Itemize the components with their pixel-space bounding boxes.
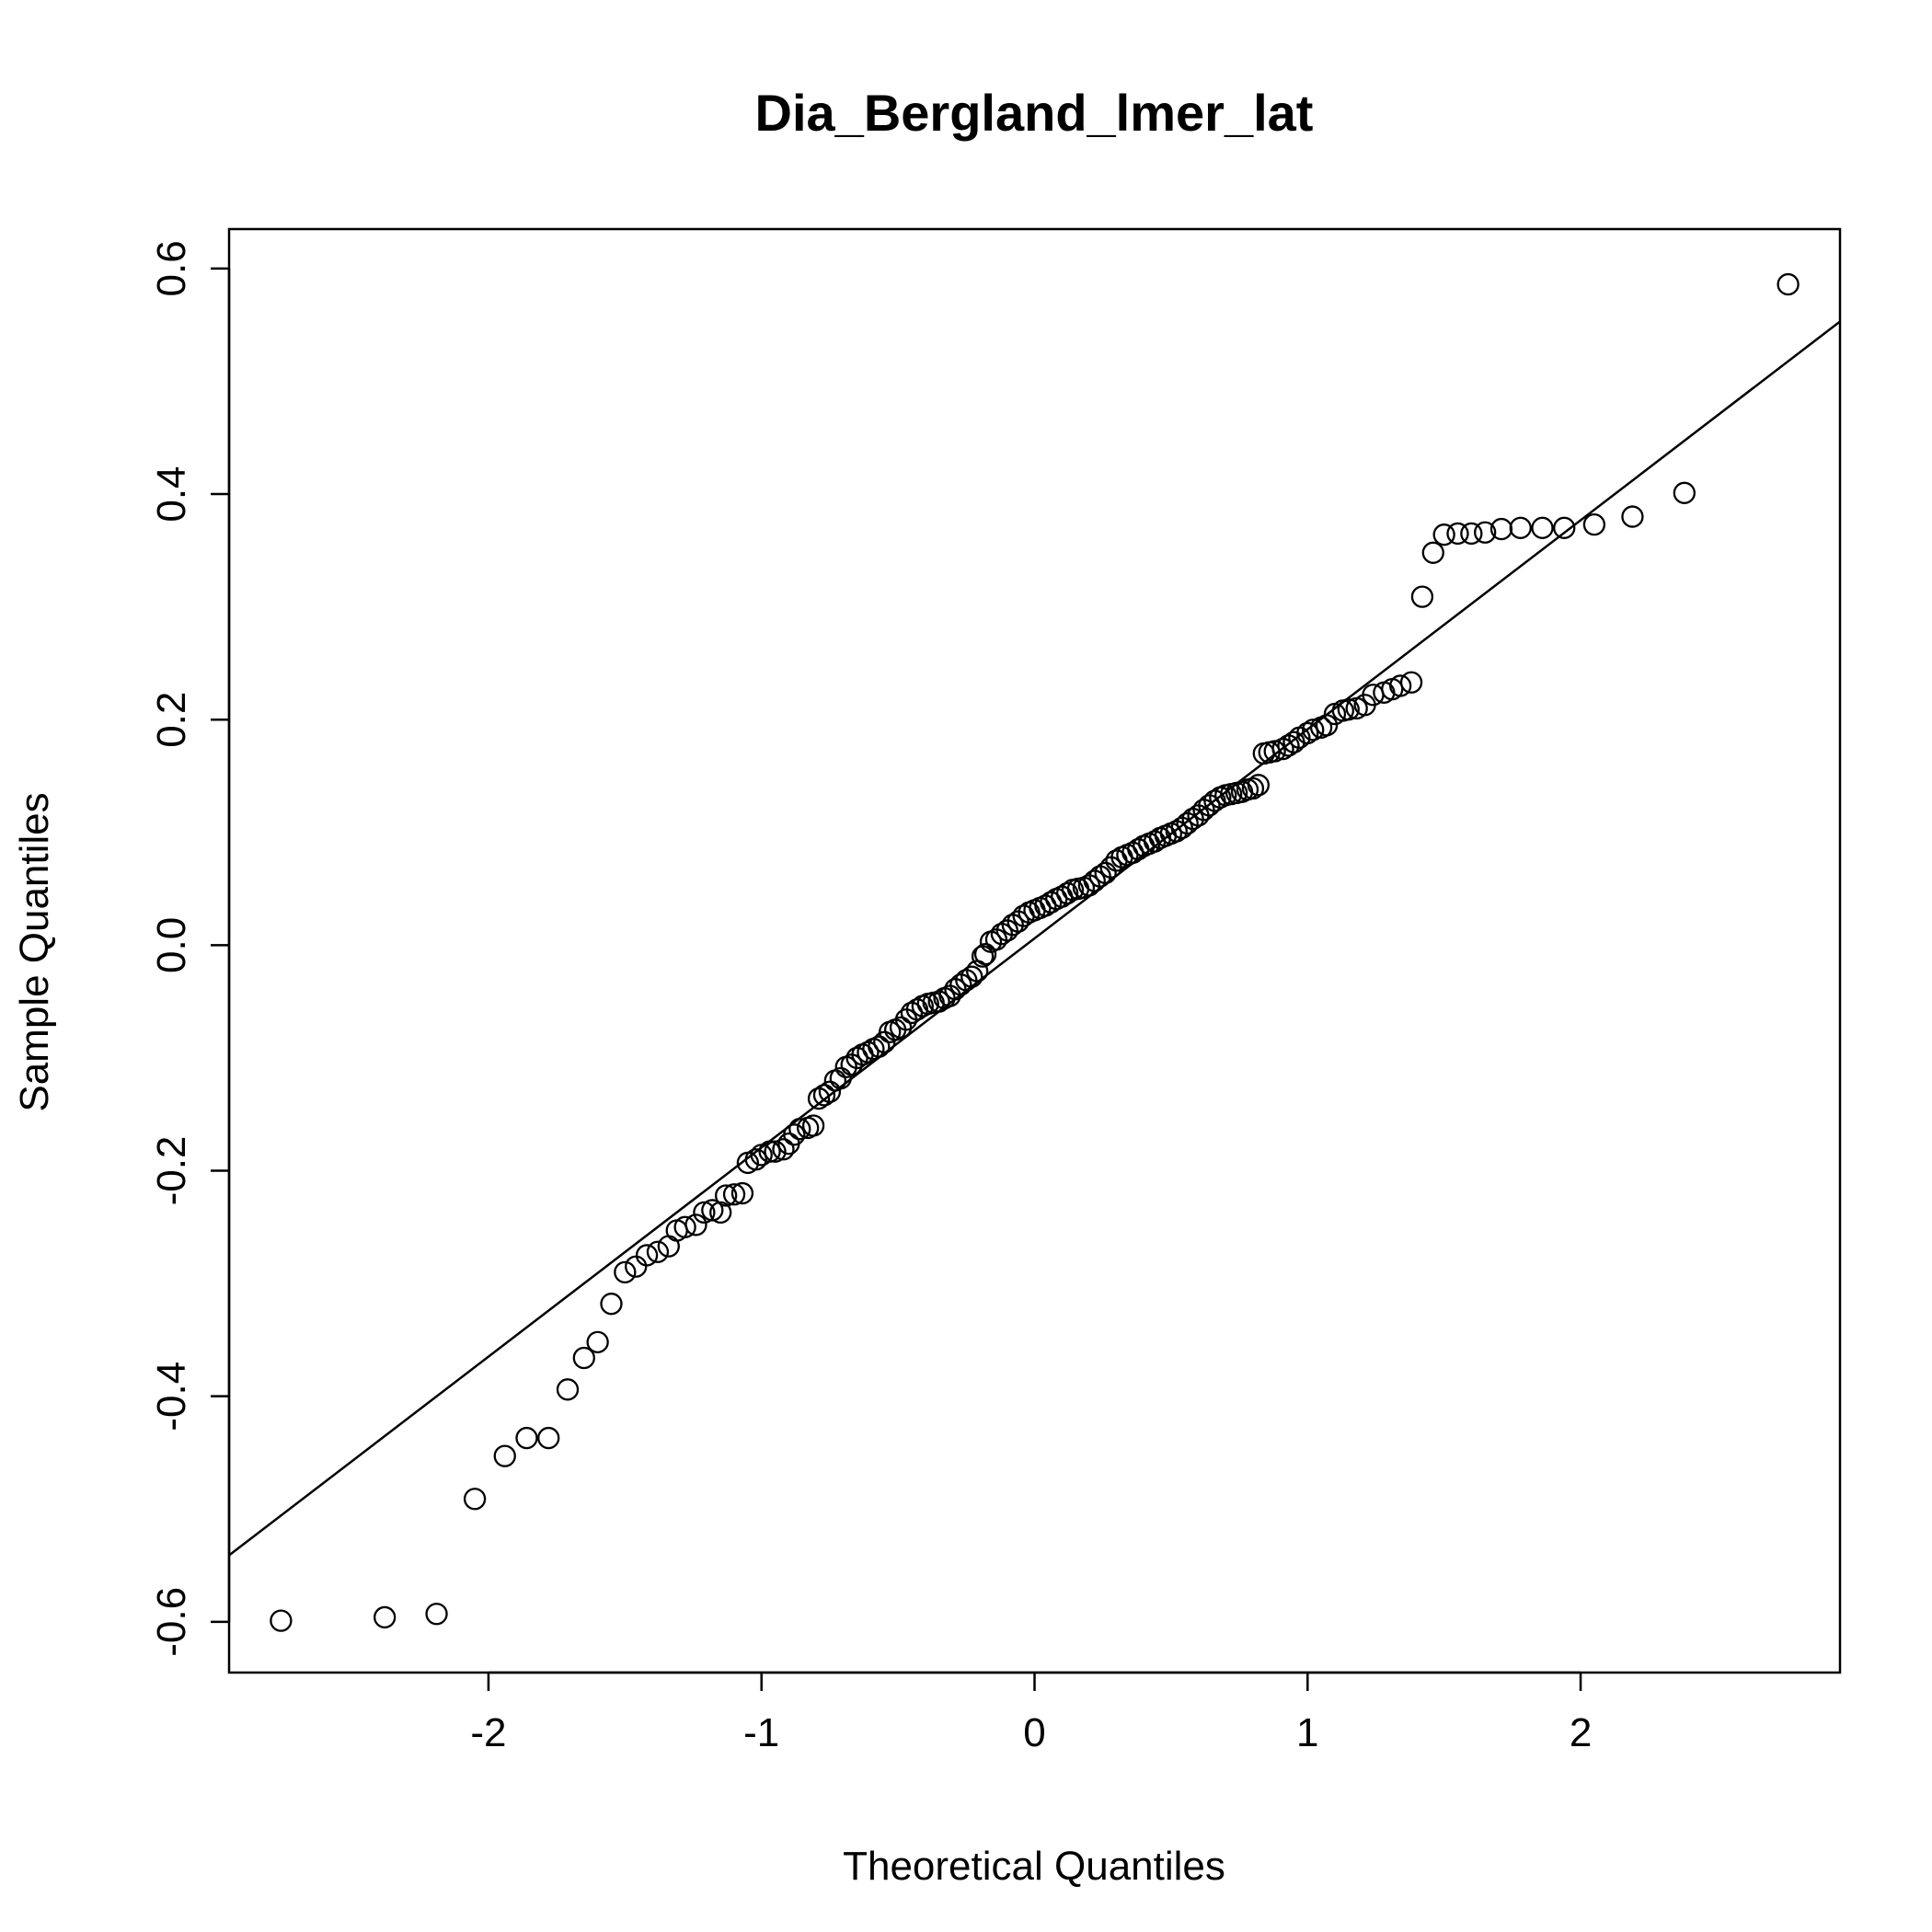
data-point (1553, 516, 1576, 539)
data-point (722, 1183, 746, 1206)
x-axis-label: Theoretical Quantiles (843, 1844, 1225, 1889)
data-point (586, 1330, 609, 1353)
y-tick-label: -0.2 (149, 1136, 194, 1206)
data-point (807, 1087, 831, 1110)
data-point (537, 1426, 560, 1450)
data-point (730, 1181, 754, 1205)
data-point (614, 1260, 637, 1283)
data-point (1582, 513, 1606, 536)
y-tick-label: 0.2 (149, 692, 194, 748)
data-point (646, 1240, 670, 1263)
data-point (1489, 517, 1513, 541)
data-point (783, 1123, 806, 1146)
y-tick-label: 0.6 (149, 240, 194, 296)
y-axis-label: Sample Quantiles (12, 792, 57, 1111)
data-point (684, 1213, 707, 1236)
data-point (1421, 541, 1444, 564)
data-point (425, 1603, 448, 1626)
x-tick-label: -2 (470, 1710, 506, 1755)
data-point (270, 1609, 293, 1632)
data-point (772, 1138, 795, 1161)
data-point (374, 1605, 397, 1629)
data-point (600, 1293, 623, 1316)
data-point (1302, 719, 1325, 742)
data-point (673, 1215, 696, 1238)
data-point (463, 1488, 487, 1511)
data-point (812, 1084, 836, 1107)
data-point (493, 1444, 516, 1467)
data-point (635, 1244, 659, 1267)
plot-frame (227, 227, 1842, 1674)
data-point (1399, 671, 1423, 694)
data-point (515, 1426, 538, 1450)
data-point (801, 1114, 825, 1137)
data-point (1621, 505, 1644, 528)
data-point (1263, 740, 1286, 763)
data-point (857, 1041, 880, 1064)
data-point (714, 1184, 738, 1207)
data-point (1777, 272, 1800, 296)
data-point (1474, 521, 1497, 544)
y-tick-label: -0.6 (149, 1587, 194, 1657)
data-point (1389, 674, 1412, 697)
data-point (1531, 516, 1554, 539)
data-point (701, 1199, 724, 1222)
data-point (1410, 585, 1434, 608)
data-point (572, 1346, 595, 1370)
data-point (1241, 776, 1265, 800)
data-point (556, 1378, 580, 1401)
data-point (1509, 516, 1532, 539)
data-point (709, 1201, 732, 1225)
data-point (818, 1080, 842, 1103)
data-point (1446, 522, 1469, 546)
y-tick-label: 0.0 (149, 917, 194, 973)
data-point (1460, 522, 1483, 546)
data-point (693, 1201, 716, 1225)
x-tick-label: 1 (1296, 1710, 1318, 1755)
y-tick-label: -0.4 (149, 1362, 194, 1432)
y-tick-label: 0.4 (149, 466, 194, 522)
x-tick-label: -1 (743, 1710, 779, 1755)
data-point (1055, 881, 1079, 905)
x-tick-label: 0 (1023, 1710, 1045, 1755)
data-point (764, 1140, 787, 1163)
reference-line (228, 320, 1841, 1557)
data-point (1247, 774, 1271, 797)
x-tick-label: 2 (1570, 1710, 1592, 1755)
data-point (1271, 737, 1294, 761)
data-point (1432, 523, 1455, 546)
reference-line-group (228, 320, 1841, 1557)
data-point (973, 943, 997, 966)
data-point (1296, 721, 1319, 745)
chart-title: Dia_Bergland_lmer_lat (755, 84, 1314, 142)
data-point (1673, 481, 1696, 504)
